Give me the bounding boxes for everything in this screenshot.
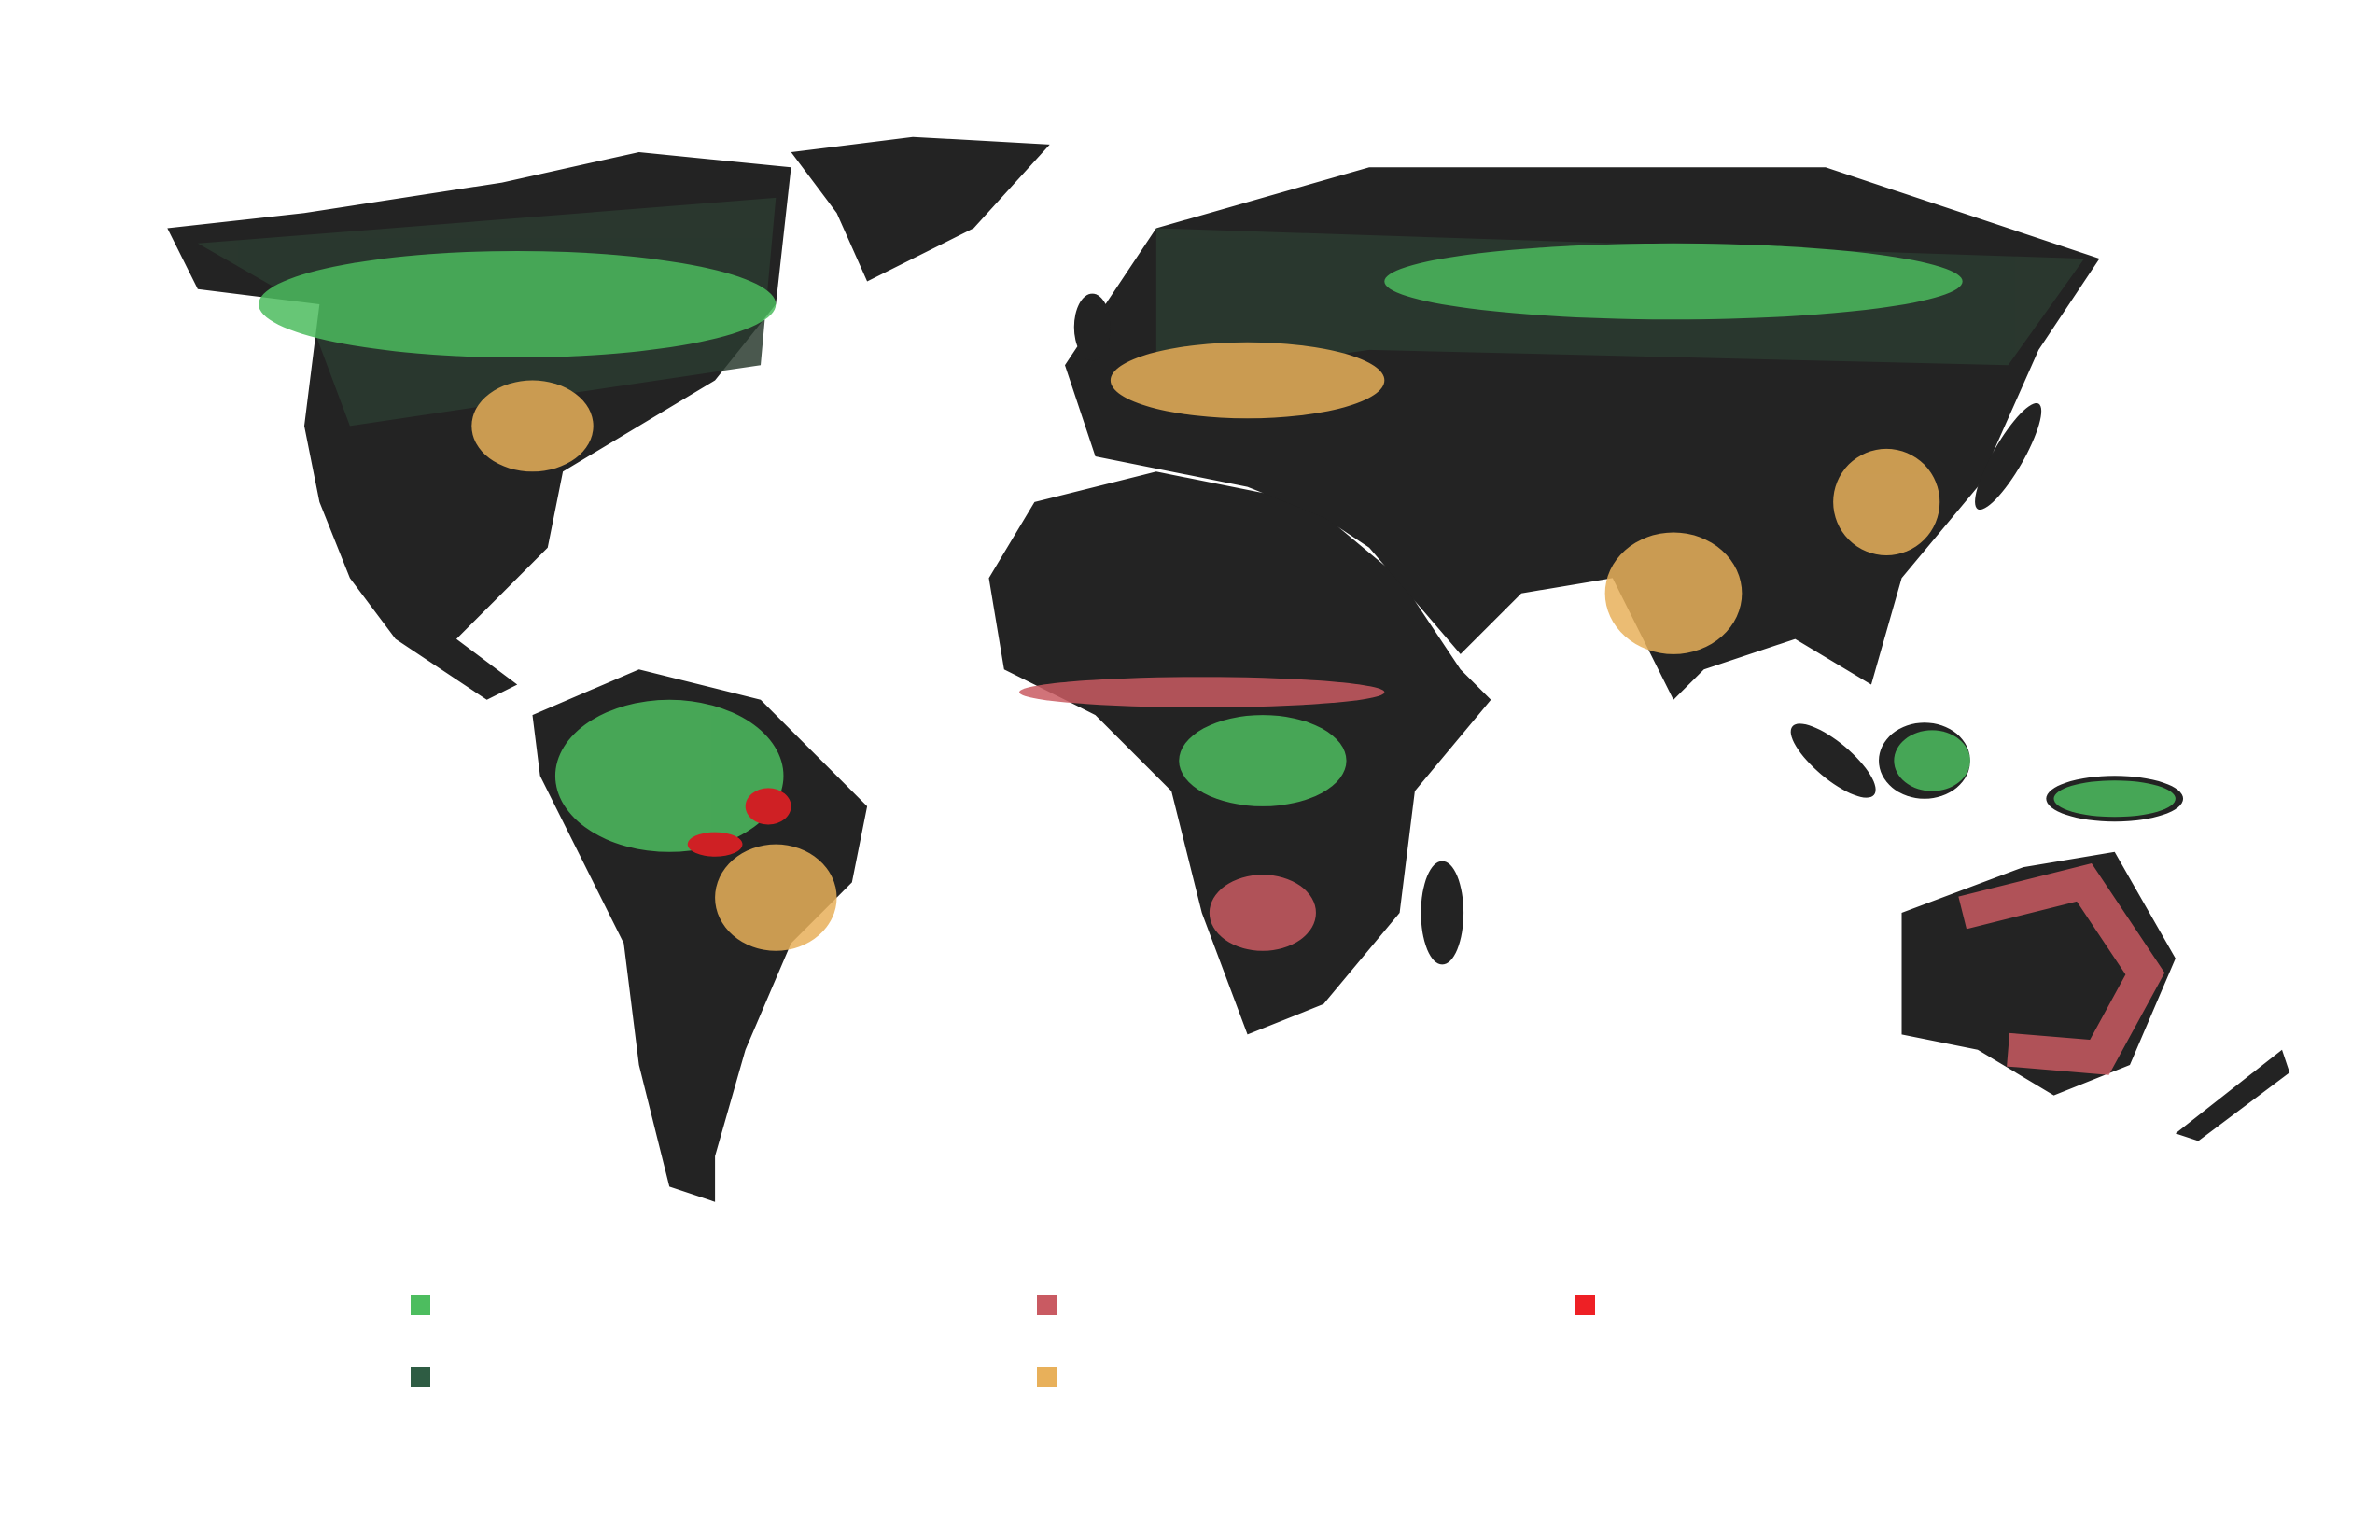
southern-africa	[1209, 875, 1316, 951]
amazon-forest	[554, 699, 784, 852]
brazil-crop	[715, 844, 837, 951]
new-zealand	[2175, 1049, 2290, 1141]
legend	[411, 1295, 1595, 1387]
legend-swatch	[1575, 1295, 1595, 1315]
japan	[1975, 402, 2042, 511]
se-asia-forest	[1894, 730, 1970, 791]
legend-swatch	[1037, 1367, 1057, 1387]
legend-swatch	[411, 1367, 430, 1387]
sumatra	[1790, 723, 1876, 798]
china-crop	[1833, 448, 1940, 555]
us-crop	[471, 380, 594, 472]
australia-ring	[1958, 862, 2165, 1075]
europe-crop	[1110, 342, 1385, 419]
legend-swatch	[1037, 1295, 1057, 1315]
legend-swatch	[411, 1295, 430, 1315]
congo-forest	[1179, 715, 1347, 806]
britain	[1073, 293, 1111, 361]
greenland	[791, 136, 1050, 282]
world-map	[167, 136, 2290, 1202]
madagascar	[1421, 861, 1464, 965]
vegetation	[197, 197, 2176, 1075]
new-guinea-forest	[2053, 780, 2176, 818]
amazon-loss-2	[745, 788, 791, 825]
canada-forest	[259, 250, 777, 358]
siberia-forest	[1384, 243, 1963, 320]
amazon-loss-1	[687, 832, 743, 857]
india-crop	[1604, 532, 1743, 654]
sahel-band	[1019, 677, 1385, 707]
